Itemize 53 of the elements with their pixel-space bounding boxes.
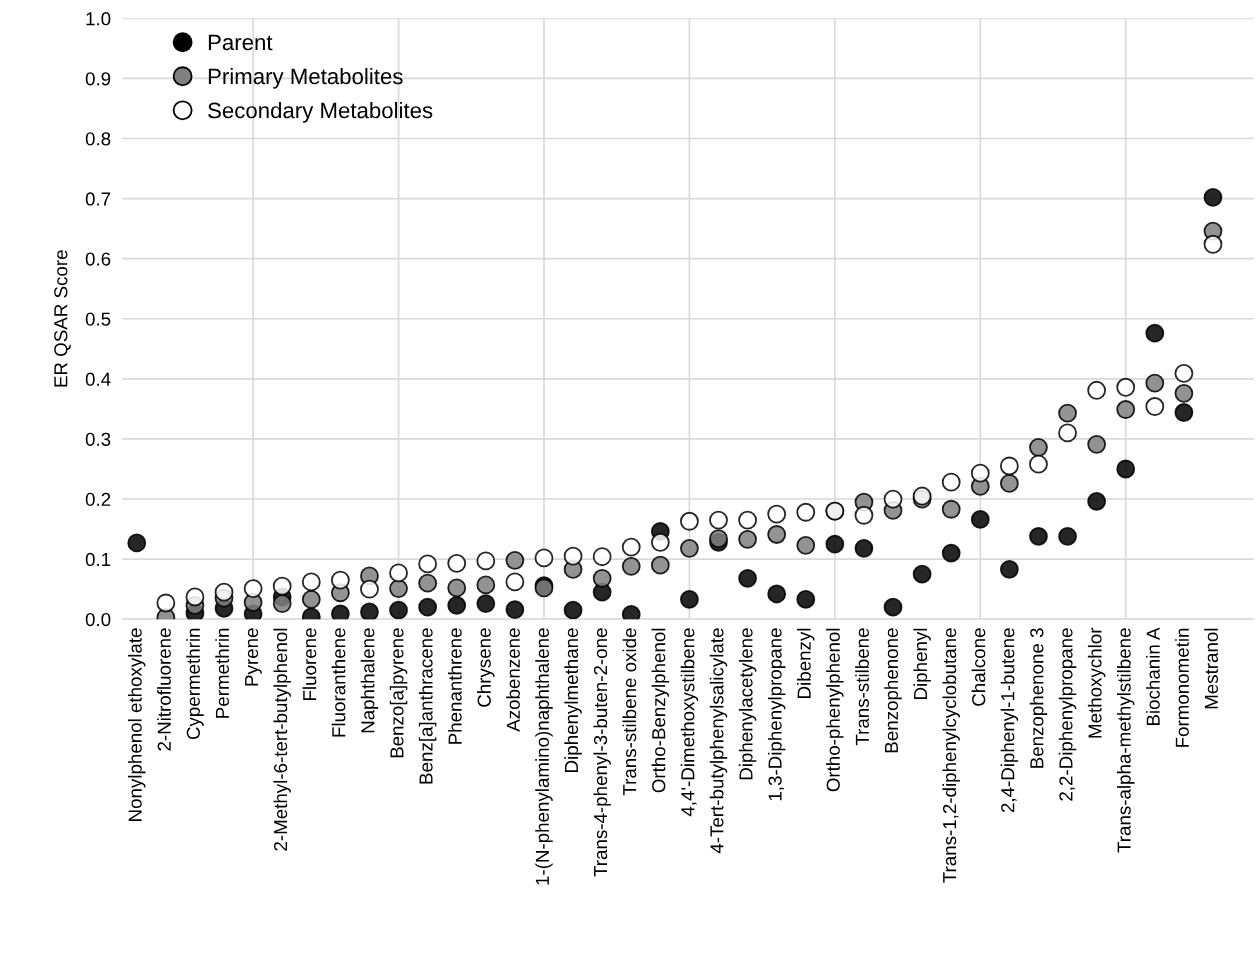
x-tick-label: Ortho-phenylphenol [826,628,844,792]
x-tick-label: Ortho-Benzylphenol [651,628,670,793]
x-tick-label: 4-Tert-butylphenylsalicylate [709,628,728,854]
x-tick-label: Trans-alpha-methylstilbene [1116,628,1135,853]
x-tick-label: Chalcone [971,628,986,706]
x-tick-label: Benzophenone [884,628,902,753]
x-tick-label: Formonometin [1175,628,1189,747]
x-tick-label: 2,2-Diphenylpropane [1058,628,1077,801]
x-tick-label: Nonylphenol ethoxylate [128,628,146,821]
legend-label: Parent [208,34,273,51]
x-tick-label: Diphenylmethane [564,628,582,772]
x-tick-label: Diphenylacetylene [738,628,757,780]
x-tick-label: Trans-stilbene oxide [622,628,637,796]
x-tick-label: Phenanthrene [447,628,462,744]
x-tick-label: 4,4'-Dimethoxystilbene [680,628,699,817]
x-tick-label: Diphenyl [913,628,931,699]
y-tick-label: 0.7 [85,192,111,206]
x-tick-label: Fluoranthene [331,628,346,737]
x-tick-label: Pyrene [245,628,262,686]
y-tick-label: 0.8 [85,132,111,146]
y-axis-title: ER QSAR Score [54,250,71,387]
x-tick-label: Dibenzyl [797,628,815,698]
x-tick-label: Permethrin [215,628,230,718]
x-tick-label: 2,4-Diphenyl-1-butene [1000,628,1019,813]
x-tick-label: Azobenzene [506,628,520,732]
y-tick-label: 0.6 [85,252,111,266]
y-tick-label: 1.0 [86,12,111,26]
y-tick-label: 0.9 [85,72,111,86]
x-tick-label: Naphthalene [360,628,379,733]
x-tick-label: Benzo[a]pyrene [389,628,408,758]
y-tick-label: 0.3 [85,432,111,446]
y-tick-label: 0.0 [85,612,111,627]
x-tick-label: Trans-1,2-diphenylcyclobutane [942,628,960,883]
legend-label: Primary Metabolites [208,67,403,89]
x-tick-label: 2-Nitrofluorene [157,628,171,751]
x-tick-label: 1-(N-phenylamino)naphthalene [535,628,553,885]
x-tick-label: 1,3-Diphenylpropane [767,628,786,801]
x-tick-label: Biochanin A [1146,627,1160,726]
x-tick-label: Trans-4-phenyl-3-buten-2-one [593,628,611,877]
x-tick-label: Benzophenone 3 [1029,628,1048,768]
x-tick-label: Fluorene [302,628,317,700]
x-tick-label: Methoxychlor [1087,627,1106,738]
y-tick-label: 0.4 [85,372,111,386]
y-tick-label: 0.5 [85,312,111,326]
legend-label: Secondary Metabolites [208,102,433,123]
x-tick-label: 2-Methyl-6-tert-butylphenol [273,628,291,851]
x-tick-label: Benz[a]anthracene [418,628,437,784]
x-tick-label: Chrysene [477,628,495,707]
x-tick-label: Mestranol [1204,628,1219,709]
y-tick-label: 0.2 [85,492,111,507]
x-tick-label: Cypermethrin [186,628,204,740]
y-tick-label: 0.1 [85,552,111,567]
x-tick-label: Trans-stilbene [855,628,869,746]
